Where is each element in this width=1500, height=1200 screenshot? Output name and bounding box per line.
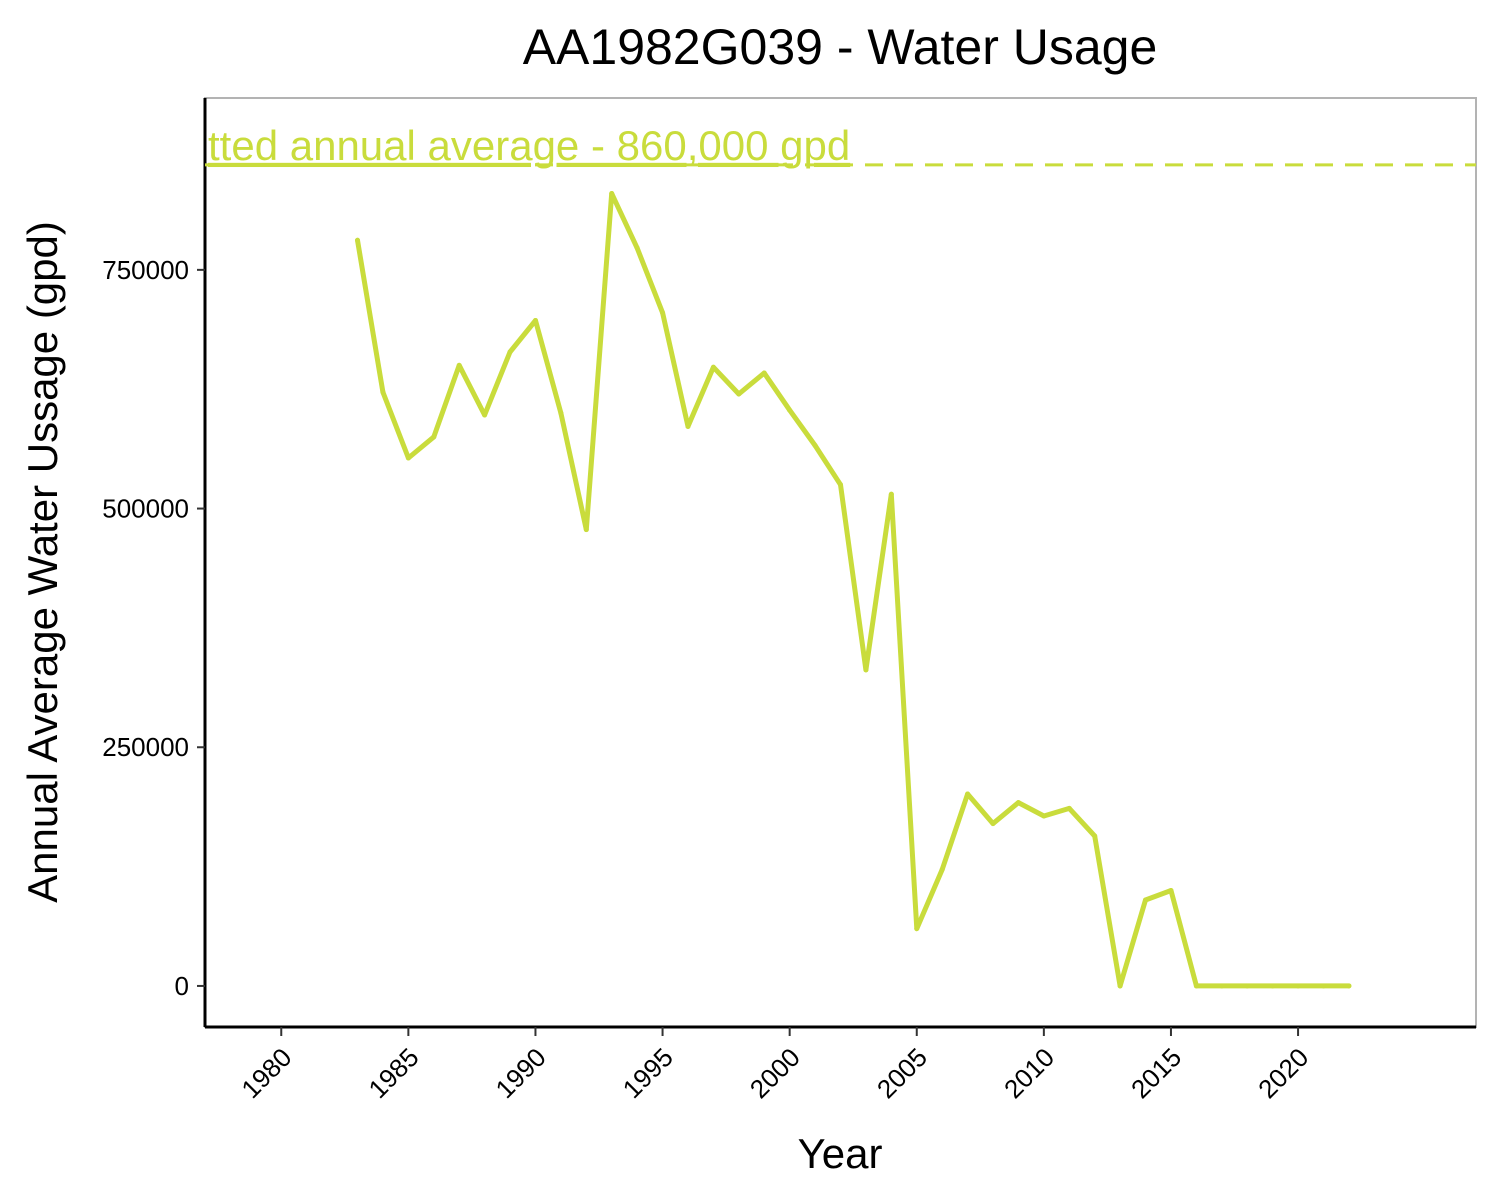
data-point [1270, 983, 1276, 989]
data-point [710, 364, 716, 370]
x-tick-label: 2010 [998, 1042, 1060, 1104]
data-point [1092, 833, 1098, 839]
reference-line-annotation: tted annual average - 860,000 gpd [208, 122, 850, 169]
x-tick-label: 1985 [362, 1042, 424, 1104]
data-point [1041, 813, 1047, 819]
x-tick-label: 2005 [871, 1042, 933, 1104]
x-axis-title: Year [798, 1130, 883, 1177]
data-point [1015, 800, 1021, 806]
x-axis-ticks: 1980 1985 1990 1995 2000 2005 2010 2015 2020 [235, 1027, 1314, 1104]
data-point [405, 455, 411, 461]
data-point [1168, 887, 1174, 893]
data-point [1117, 983, 1123, 989]
data-point [965, 791, 971, 797]
data-point [736, 391, 742, 397]
y-axis-ticks: 0 250000 500000 750000 [102, 255, 205, 1001]
data-point [532, 317, 538, 323]
y-axis-title: Annual Average Water Ussage (gpd) [19, 221, 66, 903]
data-point [1320, 983, 1326, 989]
water-usage-line [355, 191, 1352, 989]
data-point [355, 237, 361, 243]
data-point [558, 410, 564, 416]
x-tick-label: 2015 [1125, 1042, 1187, 1104]
data-point [431, 434, 437, 440]
plot-frame [204, 97, 1477, 1028]
data-point [507, 349, 513, 355]
y-tick-label: 250000 [102, 732, 189, 762]
data-point [838, 482, 843, 488]
x-tick-label: 2020 [1252, 1042, 1314, 1104]
data-point [1143, 897, 1149, 903]
data-point [761, 370, 767, 376]
data-point [863, 667, 869, 673]
data-point [583, 527, 589, 533]
data-point [1193, 983, 1199, 989]
y-tick-label: 750000 [102, 255, 189, 285]
data-point [939, 866, 945, 872]
data-point [1295, 983, 1301, 989]
y-tick-label: 500000 [102, 494, 189, 524]
data-point [914, 926, 920, 932]
x-tick-label: 1980 [235, 1042, 297, 1104]
data-point [888, 491, 894, 497]
data-point [609, 190, 615, 196]
x-tick-label: 2000 [744, 1042, 806, 1104]
data-point [812, 443, 818, 449]
y-tick-label: 0 [175, 971, 189, 1001]
data-point [380, 389, 386, 395]
data-point [1066, 805, 1072, 811]
data-point [1346, 983, 1352, 989]
data-point [634, 245, 640, 251]
data-point [660, 310, 666, 316]
chart-title: AA1982G039 - Water Usage [523, 19, 1158, 75]
water-usage-points [355, 190, 1352, 989]
data-point [787, 407, 793, 413]
data-point [685, 423, 691, 429]
data-point [482, 412, 488, 418]
data-point [456, 362, 462, 368]
x-tick-label: 1990 [490, 1042, 552, 1104]
data-point [990, 821, 996, 827]
data-point [1219, 983, 1225, 989]
x-tick-label: 1995 [617, 1042, 679, 1104]
data-point [1244, 983, 1250, 989]
